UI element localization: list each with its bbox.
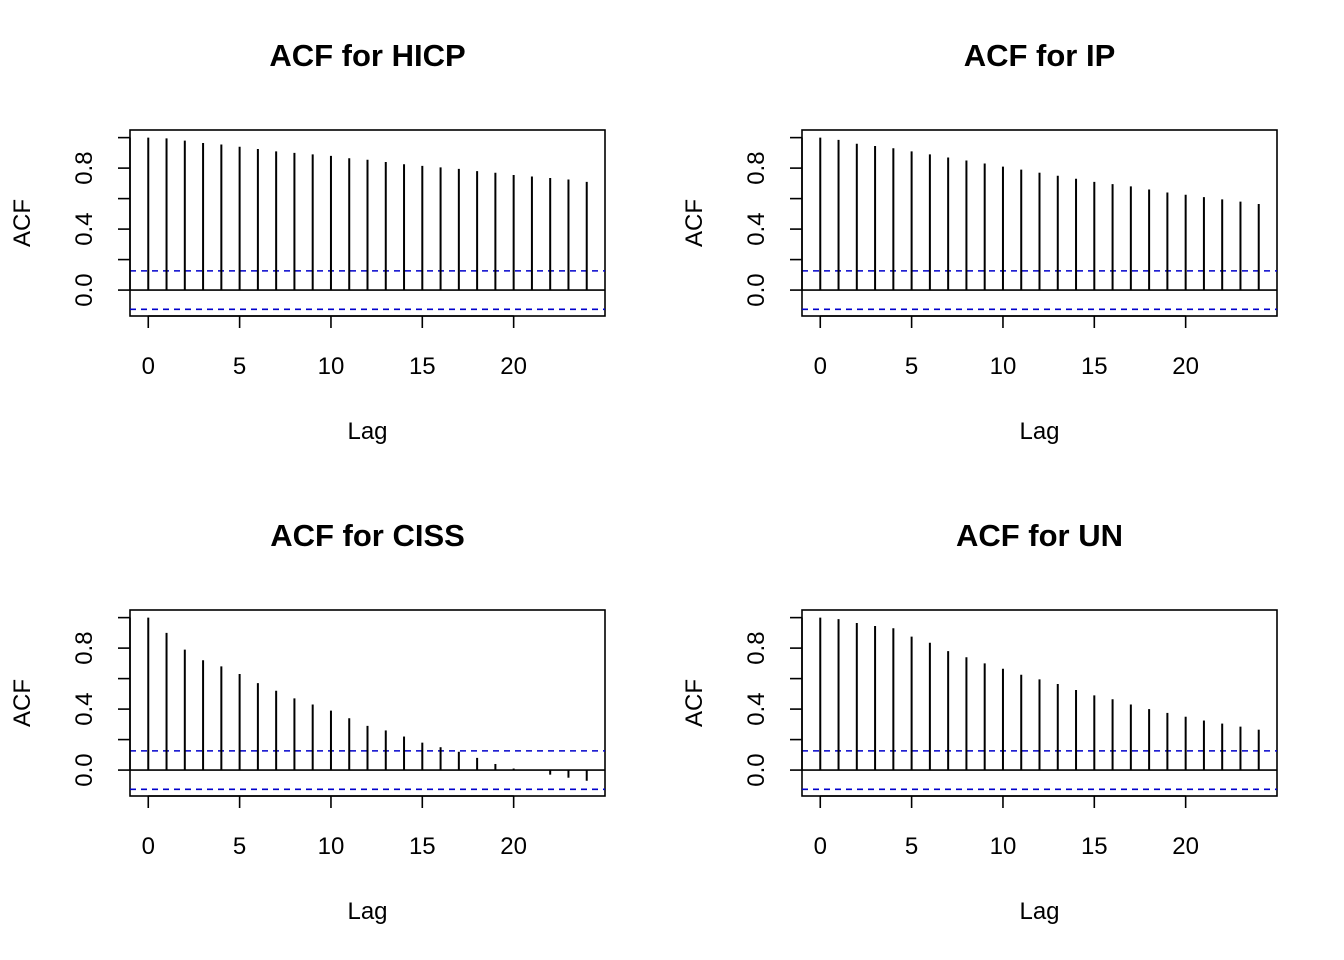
acf-panel-ciss: ACF for CISS Lag ACF 0 5 10 15 20 0.0 0.4 0.8 [9, 518, 606, 925]
x-tick-label: 15 [1081, 833, 1108, 860]
chart-title: ACF for HICP [269, 38, 465, 73]
x-tick-label: 5 [233, 833, 246, 860]
y-tick-label: 0.8 [71, 631, 98, 664]
x-tick-label: 10 [990, 353, 1017, 380]
y-tick-label: 0.0 [71, 753, 98, 786]
x-tick-label: 15 [1081, 353, 1108, 380]
x-tick-label: 20 [500, 353, 527, 380]
chart-title: ACF for IP [964, 38, 1116, 73]
acf-panel-ip: ACF for IP Lag ACF 0 5 10 15 20 0.0 0.4 0.8 [681, 38, 1278, 445]
x-axis-label: Lag [347, 418, 387, 445]
x-tick-label: 15 [409, 353, 436, 380]
y-tick-label: 0.8 [743, 631, 770, 664]
chart-title: ACF for CISS [270, 518, 465, 553]
y-tick-label: 0.0 [743, 273, 770, 306]
x-tick-label: 5 [233, 353, 246, 380]
x-tick-label: 10 [318, 833, 345, 860]
y-axis-label: ACF [681, 679, 708, 727]
x-tick-label: 0 [814, 833, 827, 860]
y-tick-label: 0.0 [743, 753, 770, 786]
y-axis-label: ACF [9, 679, 36, 727]
x-tick-label: 10 [318, 353, 345, 380]
y-tick-label: 0.4 [743, 212, 770, 245]
y-axis-label: ACF [9, 199, 36, 247]
x-tick-label: 20 [1172, 833, 1199, 860]
x-tick-label: 20 [500, 833, 527, 860]
x-tick-label: 0 [142, 833, 155, 860]
x-axis-label: Lag [1019, 898, 1059, 925]
chart-title: ACF for UN [956, 518, 1123, 553]
x-tick-label: 15 [409, 833, 436, 860]
y-tick-label: 0.4 [71, 212, 98, 245]
x-axis-label: Lag [1019, 418, 1059, 445]
acf-panel-un: ACF for UN Lag ACF 0 5 10 15 20 0.0 0.4 0.8 [681, 518, 1278, 925]
x-tick-label: 20 [1172, 353, 1199, 380]
y-tick-label: 0.4 [71, 692, 98, 725]
x-tick-label: 5 [905, 353, 918, 380]
x-tick-label: 10 [990, 833, 1017, 860]
y-tick-label: 0.4 [743, 692, 770, 725]
x-axis-label: Lag [347, 898, 387, 925]
x-tick-label: 5 [905, 833, 918, 860]
y-tick-label: 0.8 [743, 151, 770, 184]
y-axis-label: ACF [681, 199, 708, 247]
acf-panel-hicp: ACF for HICP Lag ACF 0 5 10 15 20 0.0 0.4 0.8 [9, 38, 606, 445]
y-tick-label: 0.8 [71, 151, 98, 184]
y-tick-label: 0.0 [71, 273, 98, 306]
x-tick-label: 0 [142, 353, 155, 380]
x-tick-label: 0 [814, 353, 827, 380]
